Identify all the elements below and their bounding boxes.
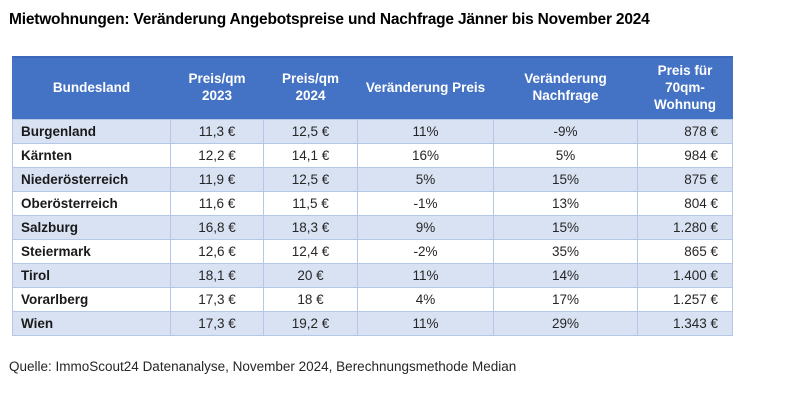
cell-bundesland: Wien [12,310,171,336]
header-preis-qm-2023: Preis/qm 2023 [170,56,264,120]
cell-preis-2023: 18,1 € [170,262,264,288]
cell-preis-2024: 12,5 € [263,166,358,192]
cell-veraenderung-preis: 16% [357,142,494,168]
table-row: Steiermark 12,6 €12,4 € -2% 35% 865 € [12,238,733,264]
cell-veraenderung-nachfrage: 13% [493,190,638,216]
cell-bundesland: Salzburg [12,214,171,240]
page-title: Mietwohnungen: Veränderung Angebotspreis… [9,11,650,28]
cell-veraenderung-preis: 4% [357,286,494,312]
cell-veraenderung-nachfrage: 15% [493,214,638,240]
cell-veraenderung-nachfrage: 15% [493,166,638,192]
cell-veraenderung-nachfrage: 35% [493,238,638,264]
header-preis-70qm-wohnung: Preis für 70qm-Wohnung [637,56,733,120]
cell-preis-2024: 11,5 € [263,190,358,216]
cell-bundesland: Burgenland [12,118,171,144]
cell-preis-2023: 11,9 € [170,166,264,192]
cell-preis-2024: 12,5 € [263,118,358,144]
cell-preis-70qm: 878 € [637,118,733,144]
cell-veraenderung-preis: 9% [357,214,494,240]
cell-veraenderung-preis: 5% [357,166,494,192]
cell-preis-2024: 18 € [263,286,358,312]
cell-veraenderung-nachfrage: 14% [493,262,638,288]
cell-bundesland: Steiermark [12,238,171,264]
cell-bundesland: Vorarlberg [12,286,171,312]
cell-veraenderung-preis: 11% [357,262,494,288]
cell-bundesland: Kärnten [12,142,171,168]
cell-preis-70qm: 875 € [637,166,733,192]
cell-preis-2024: 18,3 € [263,214,358,240]
cell-preis-70qm: 1.280 € [637,214,733,240]
table-row: Oberösterreich 11,6 €11,5 € -1% 13% 804 € [12,190,733,216]
cell-preis-2023: 17,3 € [170,310,264,336]
table-row: Burgenland 11,3 €12,5 €11% -9% 878 € [12,118,733,144]
cell-veraenderung-nachfrage: 29% [493,310,638,336]
cell-preis-70qm: 984 € [637,142,733,168]
source-note: Quelle: ImmoScout24 Datenanalyse, Novemb… [9,358,517,374]
cell-veraenderung-nachfrage: 17% [493,286,638,312]
cell-bundesland: Tirol [12,262,171,288]
cell-bundesland: Oberösterreich [12,190,171,216]
cell-bundesland: Niederösterreich [12,166,171,192]
cell-preis-2023: 11,3 € [170,118,264,144]
cell-preis-2023: 12,6 € [170,238,264,264]
cell-veraenderung-nachfrage: -9% [493,118,638,144]
table-row: Tirol 18,1 €20 €11% 14% 1.400 € [12,262,733,288]
cell-preis-2023: 17,3 € [170,286,264,312]
cell-preis-2023: 11,6 € [170,190,264,216]
cell-preis-70qm: 1.400 € [637,262,733,288]
cell-preis-2024: 20 € [263,262,358,288]
header-bundesland: Bundesland [12,56,171,120]
cell-veraenderung-preis: -2% [357,238,494,264]
cell-preis-2024: 12,4 € [263,238,358,264]
header-veraenderung-preis: Veränderung Preis [357,56,494,120]
table-row: Salzburg 16,8 €18,3 €9% 15% 1.280 € [12,214,733,240]
cell-preis-2024: 19,2 € [263,310,358,336]
cell-veraenderung-nachfrage: 5% [493,142,638,168]
rent-price-table: Bundesland Preis/qm 2023 Preis/qm 2024 V… [12,56,733,336]
page: Mietwohnungen: Veränderung Angebotspreis… [9,11,733,374]
table-row: Wien 17,3 €19,2 €11% 29% 1.343 € [12,310,733,336]
cell-preis-2023: 16,8 € [170,214,264,240]
cell-preis-70qm: 1.257 € [637,286,733,312]
table-header: Bundesland Preis/qm 2023 Preis/qm 2024 V… [12,56,733,120]
header-preis-qm-2024: Preis/qm 2024 [263,56,358,120]
cell-preis-70qm: 804 € [637,190,733,216]
table-row: Kärnten 12,2 €14,1 €16% 5% 984 € [12,142,733,168]
cell-veraenderung-preis: 11% [357,310,494,336]
header-row: Bundesland Preis/qm 2023 Preis/qm 2024 V… [12,56,733,120]
table-row: Vorarlberg 17,3 €18 €4% 17% 1.257 € [12,286,733,312]
cell-preis-70qm: 865 € [637,238,733,264]
table-body: Burgenland 11,3 €12,5 €11% -9% 878 € Kärnten… [12,118,733,336]
cell-preis-2023: 12,2 € [170,142,264,168]
cell-preis-2024: 14,1 € [263,142,358,168]
table-row: Niederösterreich 11,9 €12,5 €5% 15% 875 € [12,166,733,192]
cell-veraenderung-preis: -1% [357,190,494,216]
header-veraenderung-nachfrage: Veränderung Nachfrage [493,56,638,120]
cell-preis-70qm: 1.343 € [637,310,733,336]
cell-veraenderung-preis: 11% [357,118,494,144]
